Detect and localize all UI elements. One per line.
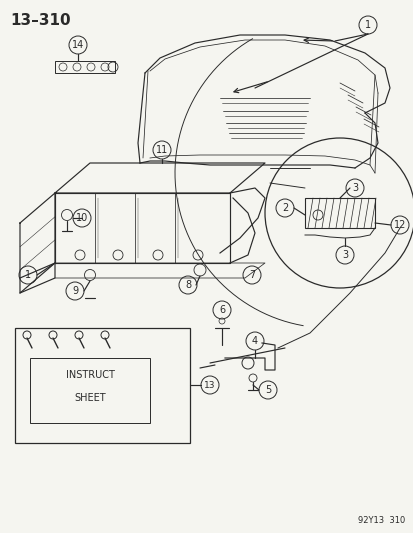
Text: 2: 2 (281, 203, 287, 213)
Text: 9: 9 (72, 286, 78, 296)
Text: 10: 10 (76, 213, 88, 223)
Text: 3: 3 (341, 250, 347, 260)
Text: 3: 3 (351, 183, 357, 193)
Text: 4: 4 (252, 336, 257, 346)
Text: 14: 14 (72, 40, 84, 50)
Text: 1: 1 (25, 270, 31, 280)
Text: INSTRUCT: INSTRUCT (65, 370, 114, 380)
Text: 6: 6 (218, 305, 225, 315)
Text: 13–310: 13–310 (10, 13, 71, 28)
Text: 92Y13  310: 92Y13 310 (357, 516, 404, 525)
Bar (304, 198, 374, 228)
Bar (15, 328, 190, 443)
Text: 5: 5 (264, 385, 271, 395)
Text: 13: 13 (204, 381, 215, 390)
Bar (55, 61, 115, 73)
Text: 8: 8 (185, 280, 191, 290)
Bar (30, 358, 150, 423)
Text: 12: 12 (393, 220, 405, 230)
Text: 11: 11 (156, 145, 168, 155)
Text: 1: 1 (364, 20, 370, 30)
Text: 7: 7 (248, 270, 254, 280)
Text: SHEET: SHEET (74, 393, 106, 403)
